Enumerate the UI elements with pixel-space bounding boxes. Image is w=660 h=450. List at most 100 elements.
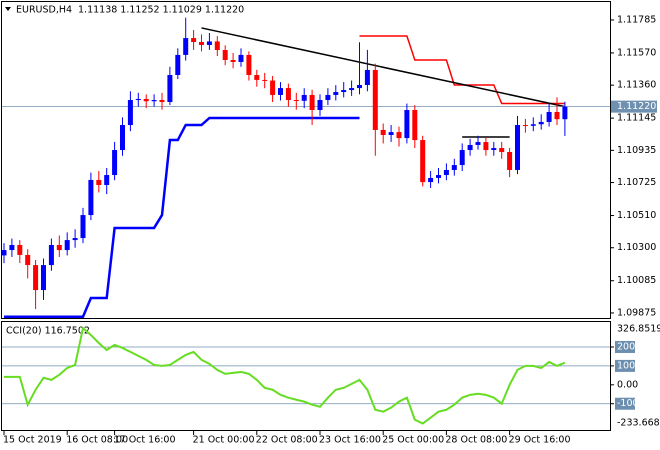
candle-body — [191, 38, 197, 43]
candle-body — [483, 142, 489, 151]
candle-body — [270, 80, 276, 95]
candle-body — [96, 179, 102, 186]
y-tick-label: 1.10510 — [617, 210, 656, 221]
candle-body — [254, 75, 260, 80]
candle-body — [41, 265, 46, 291]
candle-body — [214, 41, 220, 51]
candle-body — [364, 69, 370, 85]
x-tick-label: 15 Oct 2019 — [3, 435, 62, 446]
candle-body — [499, 148, 505, 153]
candle-body — [246, 54, 252, 76]
candle-body — [167, 75, 173, 103]
x-tick-label: 16 Oct 08:00 — [66, 435, 128, 446]
level-label-box — [615, 397, 635, 410]
x-tick-label: 17 Oct 16:00 — [114, 435, 176, 446]
chart-title: EURUSD,H4 — [16, 5, 72, 16]
y-tick-label: 1.09875 — [617, 307, 656, 318]
y-tick-label: 1.11785 — [617, 14, 656, 25]
y-tick-label: 1.11570 — [617, 47, 656, 58]
candle-body — [230, 59, 236, 62]
y-tick-label: 1.11360 — [617, 80, 656, 91]
candle-body — [404, 109, 410, 139]
candle-body — [388, 132, 394, 135]
candle-body — [451, 165, 457, 170]
y-tick-label: 100 — [617, 360, 635, 371]
candle-body — [443, 169, 449, 176]
candle-body — [285, 88, 291, 101]
candle-body — [349, 88, 355, 91]
candle-body — [143, 98, 149, 102]
candle-body — [293, 100, 299, 102]
candle-body — [530, 124, 536, 126]
y-max-label: 326.8519 — [617, 324, 660, 335]
candle-body — [1, 250, 7, 256]
x-tick-label: 29 Oct 16:00 — [509, 435, 571, 446]
candle-body — [554, 111, 560, 120]
candle-body — [412, 109, 418, 141]
candle-body — [507, 152, 513, 170]
x-tick-label: 21 Oct 00:00 — [193, 435, 255, 446]
candle-body — [135, 98, 141, 101]
candle-body — [546, 111, 552, 122]
candle-body — [17, 244, 23, 255]
candle-body — [428, 177, 434, 183]
candle-body — [80, 215, 86, 239]
x-tick-label: 23 Oct 16:00 — [319, 435, 381, 446]
level-label-box — [615, 340, 635, 353]
y-min-label: -233.6689 — [617, 418, 660, 429]
candle-body — [491, 148, 497, 151]
candle-body — [104, 175, 110, 186]
y-tick-label: 1.10725 — [617, 177, 656, 188]
candle-body — [522, 125, 528, 127]
candle-body — [475, 142, 481, 145]
candle-body — [120, 125, 125, 151]
candle-body — [436, 175, 441, 178]
trend-line — [201, 27, 566, 108]
price-panel-frame — [1, 1, 611, 319]
y-tick-label: -100 — [617, 398, 639, 409]
candle-body — [515, 125, 520, 170]
candle-body — [64, 240, 70, 251]
candle-body — [396, 132, 402, 139]
candle-body — [33, 265, 39, 291]
cci-title: CCI(20) 116.7502 — [6, 326, 90, 337]
candle-body — [357, 84, 362, 89]
candle-body — [88, 179, 94, 216]
candle-body — [420, 140, 426, 183]
candle-body — [325, 94, 331, 101]
cci-panel-frame — [1, 321, 611, 431]
candle-body — [467, 144, 473, 151]
candle-body — [9, 244, 15, 251]
candle-body — [199, 42, 204, 45]
candle-body — [301, 94, 307, 101]
x-tick-label: 22 Oct 08:00 — [256, 435, 318, 446]
candle-body — [372, 69, 378, 130]
band-line — [4, 116, 360, 319]
candle-body — [309, 94, 315, 110]
candle-body — [238, 54, 244, 62]
candle-body — [341, 90, 347, 93]
chart-header: 1.11138 1.11252 1.11029 1.11220 — [78, 5, 244, 16]
candle-body — [175, 54, 181, 76]
candle-body — [206, 41, 212, 45]
x-tick-label: 28 Oct 08:00 — [445, 435, 507, 446]
cci-line — [4, 326, 566, 425]
y-tick-label: 1.10300 — [617, 242, 656, 253]
candle-body — [183, 38, 189, 55]
level-label-box — [615, 359, 635, 372]
candle-body — [222, 50, 228, 60]
candle-body — [380, 129, 386, 135]
y-tick-label: 1.10935 — [617, 145, 656, 156]
candle-body — [151, 100, 157, 102]
current-price-box — [611, 100, 657, 113]
candle-body — [278, 88, 283, 95]
candle-body — [333, 92, 339, 95]
candle-body — [48, 244, 54, 266]
y-tick-label: 200 — [617, 341, 635, 352]
candle-body — [72, 238, 78, 241]
candle-body — [562, 106, 568, 120]
y-tick-label: 0.00 — [617, 379, 638, 390]
x-tick-label: 25 Oct 00:00 — [382, 435, 444, 446]
